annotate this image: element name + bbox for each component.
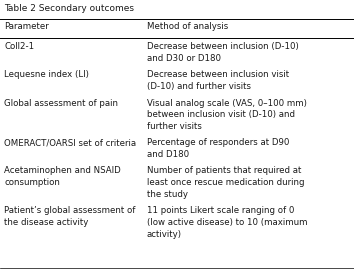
Text: Visual analog scale (VAS, 0–100 mm)
between inclusion visit (D-10) and
further v: Visual analog scale (VAS, 0–100 mm) betw… [147,99,307,131]
Text: Parameter: Parameter [4,22,49,31]
Text: 11 points Likert scale ranging of 0
(low active disease) to 10 (maximum
activity: 11 points Likert scale ranging of 0 (low… [147,206,307,239]
Text: Lequesne index (LI): Lequesne index (LI) [4,70,89,79]
Text: Coll2-1: Coll2-1 [4,42,34,51]
Text: Decrease between inclusion visit
(D-10) and further visits: Decrease between inclusion visit (D-10) … [147,70,289,91]
Text: Acetaminophen and NSAID
consumption: Acetaminophen and NSAID consumption [4,166,121,187]
Text: Global assessment of pain: Global assessment of pain [4,99,118,107]
Text: Decrease between inclusion (D-10)
and D30 or D180: Decrease between inclusion (D-10) and D3… [147,42,299,63]
Text: Table 2 Secondary outcomes: Table 2 Secondary outcomes [4,4,134,13]
Text: Percentage of responders at D90
and D180: Percentage of responders at D90 and D180 [147,138,289,159]
Text: OMERACT/OARSI set of criteria: OMERACT/OARSI set of criteria [4,138,136,147]
Text: Number of patients that required at
least once rescue medication during
the stud: Number of patients that required at leas… [147,166,304,199]
Text: Method of analysis: Method of analysis [147,22,228,31]
Text: Patient’s global assessment of
the disease activity: Patient’s global assessment of the disea… [4,206,136,227]
